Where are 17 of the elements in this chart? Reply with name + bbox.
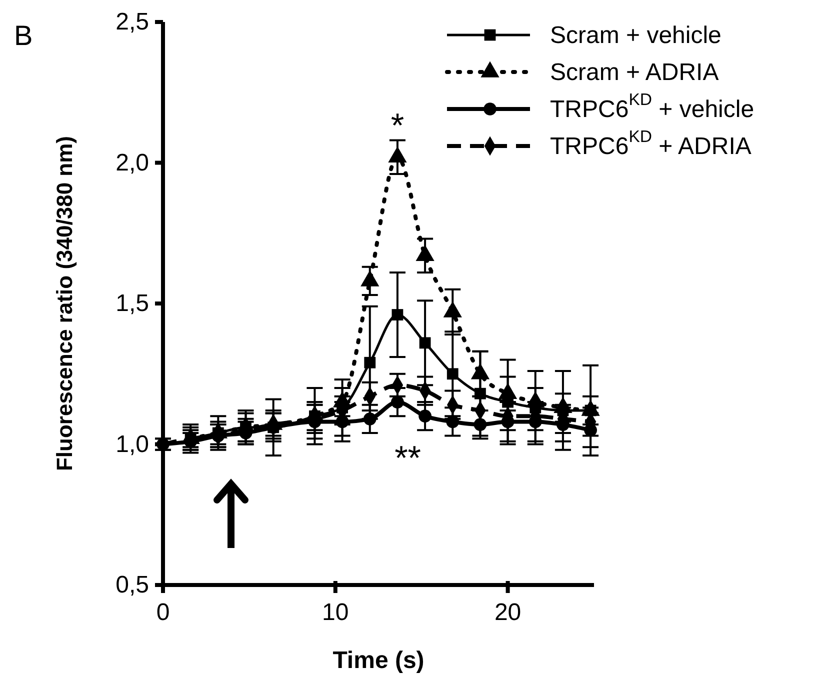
x-tick-label: 20 [494,599,522,626]
y-tick-label: 2,5 [116,8,149,36]
y-tick-label: 2,0 [116,149,149,176]
y-axis-title: Fluorescence ratio (340/380 nm) [52,136,77,472]
annotation: ** [394,439,422,478]
legend-label: TRPC6$^{KD}$ + vehicle [550,90,754,122]
legend-label: Scram + vehicle [550,22,722,48]
x-axis-title: Time (s) [332,647,424,674]
annotation: * [390,107,404,146]
text: B [14,20,33,51]
y-tick-label: 0,5 [116,572,149,599]
x-tick-label: 0 [156,599,170,626]
legend-label: Scram + ADRIA [550,58,719,86]
x-tick-label: 10 [322,599,349,626]
legend-label: TRPC6$^{KD}$ + ADRIA [550,127,752,160]
y-tick-label: 1,5 [116,290,149,318]
y-tick-label: 1,0 [116,430,149,458]
